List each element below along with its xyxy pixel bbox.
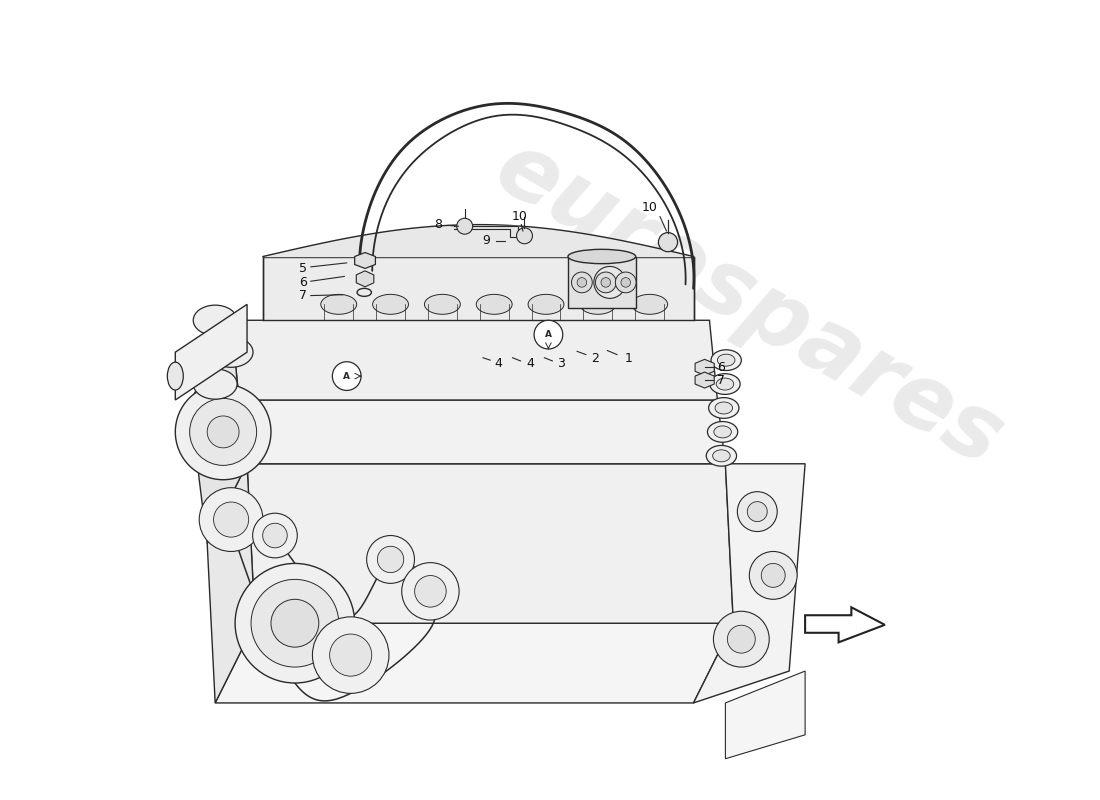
Circle shape: [456, 218, 473, 234]
Polygon shape: [695, 372, 714, 388]
Polygon shape: [175, 304, 248, 400]
Polygon shape: [354, 253, 375, 269]
Polygon shape: [263, 257, 693, 320]
Circle shape: [366, 535, 415, 583]
Text: A: A: [343, 371, 350, 381]
Ellipse shape: [580, 294, 616, 314]
Ellipse shape: [713, 450, 730, 462]
Circle shape: [235, 563, 354, 683]
Polygon shape: [191, 320, 248, 543]
Circle shape: [727, 626, 756, 653]
Text: 4: 4: [494, 357, 502, 370]
Ellipse shape: [373, 294, 408, 314]
Text: 6: 6: [299, 275, 307, 289]
Ellipse shape: [708, 398, 739, 418]
Circle shape: [737, 492, 778, 531]
Text: 3: 3: [558, 357, 565, 370]
Ellipse shape: [715, 402, 733, 414]
Circle shape: [253, 514, 297, 558]
Ellipse shape: [476, 294, 513, 314]
Circle shape: [594, 266, 626, 298]
Polygon shape: [568, 257, 636, 308]
Ellipse shape: [194, 305, 238, 335]
Text: 7: 7: [299, 289, 307, 302]
Circle shape: [749, 551, 798, 599]
Text: 5: 5: [299, 262, 307, 275]
Circle shape: [615, 272, 636, 293]
Circle shape: [207, 416, 239, 448]
Ellipse shape: [194, 369, 238, 399]
Polygon shape: [239, 400, 725, 464]
Polygon shape: [356, 271, 374, 286]
Ellipse shape: [425, 294, 460, 314]
Circle shape: [601, 278, 610, 287]
Circle shape: [415, 575, 447, 607]
Text: 8: 8: [434, 218, 442, 231]
Circle shape: [332, 362, 361, 390]
Circle shape: [263, 523, 287, 548]
Circle shape: [621, 278, 630, 287]
Circle shape: [595, 272, 616, 293]
Circle shape: [199, 488, 263, 551]
Ellipse shape: [321, 294, 356, 314]
Circle shape: [330, 634, 372, 676]
Ellipse shape: [716, 378, 734, 390]
Ellipse shape: [568, 250, 636, 264]
Circle shape: [271, 599, 319, 647]
Text: 6: 6: [717, 361, 725, 374]
Text: eurospares: eurospares: [481, 123, 1019, 485]
Circle shape: [189, 398, 256, 466]
Circle shape: [761, 563, 785, 587]
Text: 10: 10: [641, 201, 658, 214]
Polygon shape: [216, 623, 734, 703]
Text: 9: 9: [482, 234, 491, 247]
Circle shape: [659, 233, 678, 252]
Circle shape: [747, 502, 767, 522]
Text: A: A: [544, 330, 552, 339]
Ellipse shape: [711, 350, 741, 370]
Text: 1: 1: [624, 352, 632, 365]
Circle shape: [175, 384, 271, 480]
Circle shape: [578, 278, 586, 287]
Ellipse shape: [631, 294, 668, 314]
Ellipse shape: [167, 362, 184, 390]
Text: a passion for parts since 1985: a passion for parts since 1985: [405, 552, 695, 646]
Text: 2: 2: [592, 352, 600, 365]
Polygon shape: [693, 464, 805, 703]
Circle shape: [312, 617, 389, 694]
Text: 4: 4: [526, 357, 534, 370]
Circle shape: [572, 272, 592, 293]
Ellipse shape: [209, 337, 253, 367]
Ellipse shape: [707, 422, 738, 442]
Text: 7: 7: [716, 374, 725, 386]
Polygon shape: [231, 320, 717, 400]
Ellipse shape: [528, 294, 564, 314]
Circle shape: [213, 502, 249, 537]
Polygon shape: [207, 464, 255, 703]
Ellipse shape: [706, 446, 737, 466]
Ellipse shape: [710, 374, 740, 394]
Polygon shape: [248, 464, 734, 623]
Circle shape: [377, 546, 404, 573]
Circle shape: [517, 228, 532, 244]
Polygon shape: [263, 225, 693, 257]
Polygon shape: [805, 607, 884, 642]
Polygon shape: [454, 226, 518, 237]
Ellipse shape: [714, 426, 732, 438]
Circle shape: [402, 562, 459, 620]
Circle shape: [251, 579, 339, 667]
Polygon shape: [725, 671, 805, 758]
Circle shape: [535, 320, 563, 349]
Text: 10: 10: [512, 210, 528, 223]
Polygon shape: [695, 359, 714, 375]
Ellipse shape: [717, 354, 735, 366]
Circle shape: [714, 611, 769, 667]
